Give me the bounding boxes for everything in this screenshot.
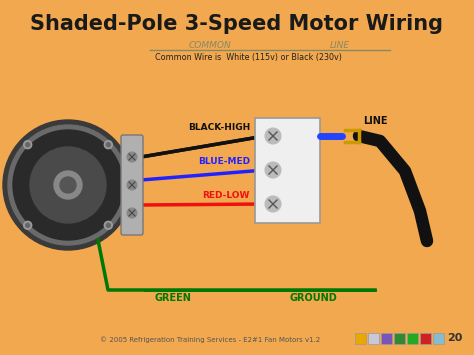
Bar bbox=[368, 333, 379, 344]
Text: BLUE-MED: BLUE-MED bbox=[198, 157, 250, 166]
Bar bbox=[394, 333, 405, 344]
Circle shape bbox=[127, 180, 137, 190]
Circle shape bbox=[48, 165, 88, 205]
Circle shape bbox=[38, 155, 98, 215]
Circle shape bbox=[265, 128, 281, 144]
Bar bbox=[407, 333, 418, 344]
Text: © 2005 Refrigeration Training Services - E2#1 Fan Motors v1.2: © 2005 Refrigeration Training Services -… bbox=[100, 336, 320, 343]
Circle shape bbox=[265, 162, 281, 178]
Circle shape bbox=[127, 208, 137, 218]
Circle shape bbox=[60, 177, 76, 193]
Text: BLACK-HIGH: BLACK-HIGH bbox=[188, 123, 250, 132]
Circle shape bbox=[104, 141, 112, 149]
Circle shape bbox=[127, 152, 137, 162]
Text: LINE: LINE bbox=[330, 41, 350, 50]
Text: Shaded-Pole 3-Speed Motor Wiring: Shaded-Pole 3-Speed Motor Wiring bbox=[30, 14, 444, 34]
Bar bbox=[433, 333, 444, 344]
Circle shape bbox=[265, 196, 281, 212]
Bar bbox=[255, 118, 320, 223]
FancyBboxPatch shape bbox=[121, 135, 143, 235]
Text: COMMON: COMMON bbox=[189, 41, 231, 50]
Bar bbox=[381, 333, 392, 344]
Circle shape bbox=[106, 143, 110, 147]
Circle shape bbox=[30, 147, 106, 223]
Circle shape bbox=[13, 130, 123, 240]
Circle shape bbox=[26, 143, 30, 147]
Text: RED-LOW: RED-LOW bbox=[202, 191, 250, 200]
Circle shape bbox=[106, 223, 110, 227]
Circle shape bbox=[54, 171, 82, 199]
Bar bbox=[355, 333, 366, 344]
Circle shape bbox=[24, 221, 32, 229]
Text: GREEN: GREEN bbox=[155, 293, 192, 303]
Circle shape bbox=[26, 223, 30, 227]
Bar bbox=[420, 333, 431, 344]
Circle shape bbox=[3, 120, 133, 250]
Text: Common Wire is  White (115v) or Black (230v): Common Wire is White (115v) or Black (23… bbox=[155, 53, 342, 62]
Circle shape bbox=[8, 125, 128, 245]
Circle shape bbox=[104, 221, 112, 229]
Circle shape bbox=[24, 141, 32, 149]
Text: GROUND: GROUND bbox=[290, 293, 338, 303]
Text: LINE: LINE bbox=[363, 116, 388, 126]
Text: 20: 20 bbox=[447, 333, 463, 343]
